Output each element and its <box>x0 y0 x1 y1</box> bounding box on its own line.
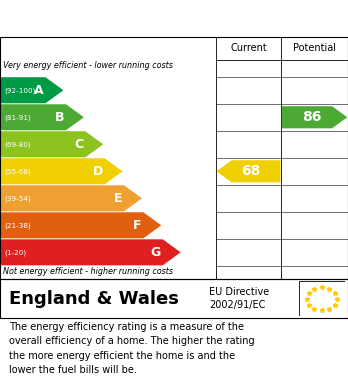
Text: G: G <box>151 246 161 259</box>
Text: Not energy efficient - higher running costs: Not energy efficient - higher running co… <box>3 267 174 276</box>
Text: (92-100): (92-100) <box>4 87 35 93</box>
Polygon shape <box>0 158 122 184</box>
Text: E: E <box>114 192 122 205</box>
Polygon shape <box>0 239 181 265</box>
Text: EU Directive
2002/91/EC: EU Directive 2002/91/EC <box>209 287 269 310</box>
Text: The energy efficiency rating is a measure of the
overall efficiency of a home. T: The energy efficiency rating is a measur… <box>9 322 254 375</box>
Polygon shape <box>0 104 84 130</box>
Polygon shape <box>0 212 161 239</box>
Polygon shape <box>0 131 103 157</box>
Text: F: F <box>133 219 142 232</box>
Polygon shape <box>216 160 280 182</box>
Text: Energy Efficiency Rating: Energy Efficiency Rating <box>10 11 220 26</box>
Text: D: D <box>93 165 103 178</box>
Text: (39-54): (39-54) <box>4 195 31 201</box>
Text: 86: 86 <box>303 110 322 124</box>
Text: C: C <box>74 138 84 151</box>
Text: Potential: Potential <box>293 43 336 53</box>
Polygon shape <box>0 77 63 103</box>
Text: A: A <box>34 84 44 97</box>
Text: Very energy efficient - lower running costs: Very energy efficient - lower running co… <box>3 61 173 70</box>
Text: (55-68): (55-68) <box>4 168 31 174</box>
Text: (81-91): (81-91) <box>4 114 31 120</box>
Text: 68: 68 <box>241 164 260 178</box>
Text: (69-80): (69-80) <box>4 141 31 147</box>
Text: B: B <box>55 111 64 124</box>
Text: (1-20): (1-20) <box>4 249 26 256</box>
Text: England & Wales: England & Wales <box>9 290 179 308</box>
Polygon shape <box>0 185 142 211</box>
Text: (21-38): (21-38) <box>4 222 31 229</box>
Polygon shape <box>282 106 347 128</box>
Text: Current: Current <box>230 43 267 53</box>
